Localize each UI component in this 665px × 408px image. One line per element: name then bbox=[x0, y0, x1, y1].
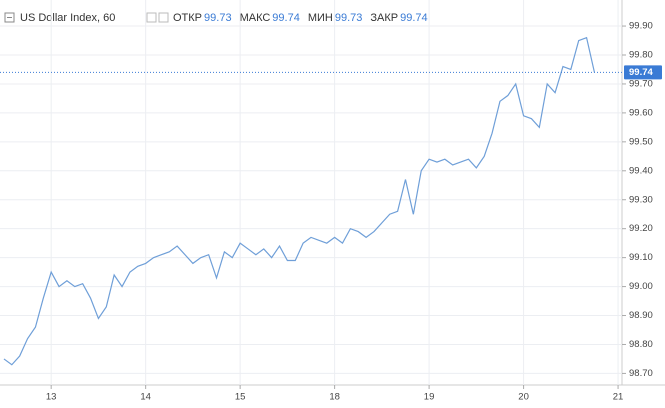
y-tick-label: 99.70 bbox=[629, 78, 653, 89]
y-tick-label: 99.10 bbox=[629, 252, 653, 263]
ohlc-value: 99.74 bbox=[272, 12, 300, 24]
x-tick-label: 15 bbox=[235, 392, 246, 403]
chart-title: US Dollar Index, 60 bbox=[20, 12, 115, 24]
ohlc-label: ОТКР bbox=[173, 12, 202, 24]
y-tick-label: 99.20 bbox=[629, 223, 653, 234]
x-tick-label: 19 bbox=[424, 392, 435, 403]
x-tick-label: 14 bbox=[140, 392, 151, 403]
ohlc-value: 99.73 bbox=[204, 12, 232, 24]
ohlc-label: МАКС bbox=[240, 12, 271, 24]
x-tick-label: 21 bbox=[613, 392, 624, 403]
hide-icon[interactable] bbox=[158, 12, 169, 23]
ohlc-value: 99.74 bbox=[400, 12, 428, 24]
ohlc-label: МИН bbox=[308, 12, 333, 24]
last-price-tag bbox=[624, 65, 662, 80]
x-tick-label: 13 bbox=[46, 392, 57, 403]
ohlc-label: ЗАКР bbox=[370, 12, 398, 24]
y-tick-label: 99.50 bbox=[629, 136, 653, 147]
y-tick-label: 99.60 bbox=[629, 107, 653, 118]
y-tick-label: 99.00 bbox=[629, 281, 653, 292]
y-tick-label: 98.90 bbox=[629, 310, 653, 321]
collapse-icon[interactable] bbox=[4, 12, 15, 23]
y-tick-label: 99.80 bbox=[629, 50, 653, 61]
y-tick-label: 98.70 bbox=[629, 368, 653, 379]
last-price-label: 99.74 bbox=[629, 67, 653, 78]
x-tick-label: 18 bbox=[329, 392, 340, 403]
y-tick-label: 99.40 bbox=[629, 165, 653, 176]
y-tick-label: 98.80 bbox=[629, 339, 653, 350]
settings-icon[interactable] bbox=[146, 12, 157, 23]
x-tick-label: 20 bbox=[518, 392, 529, 403]
y-tick-label: 99.90 bbox=[629, 21, 653, 32]
price-line bbox=[3, 36, 596, 366]
ohlc-value: 99.73 bbox=[335, 12, 363, 24]
y-tick-label: 99.30 bbox=[629, 194, 653, 205]
